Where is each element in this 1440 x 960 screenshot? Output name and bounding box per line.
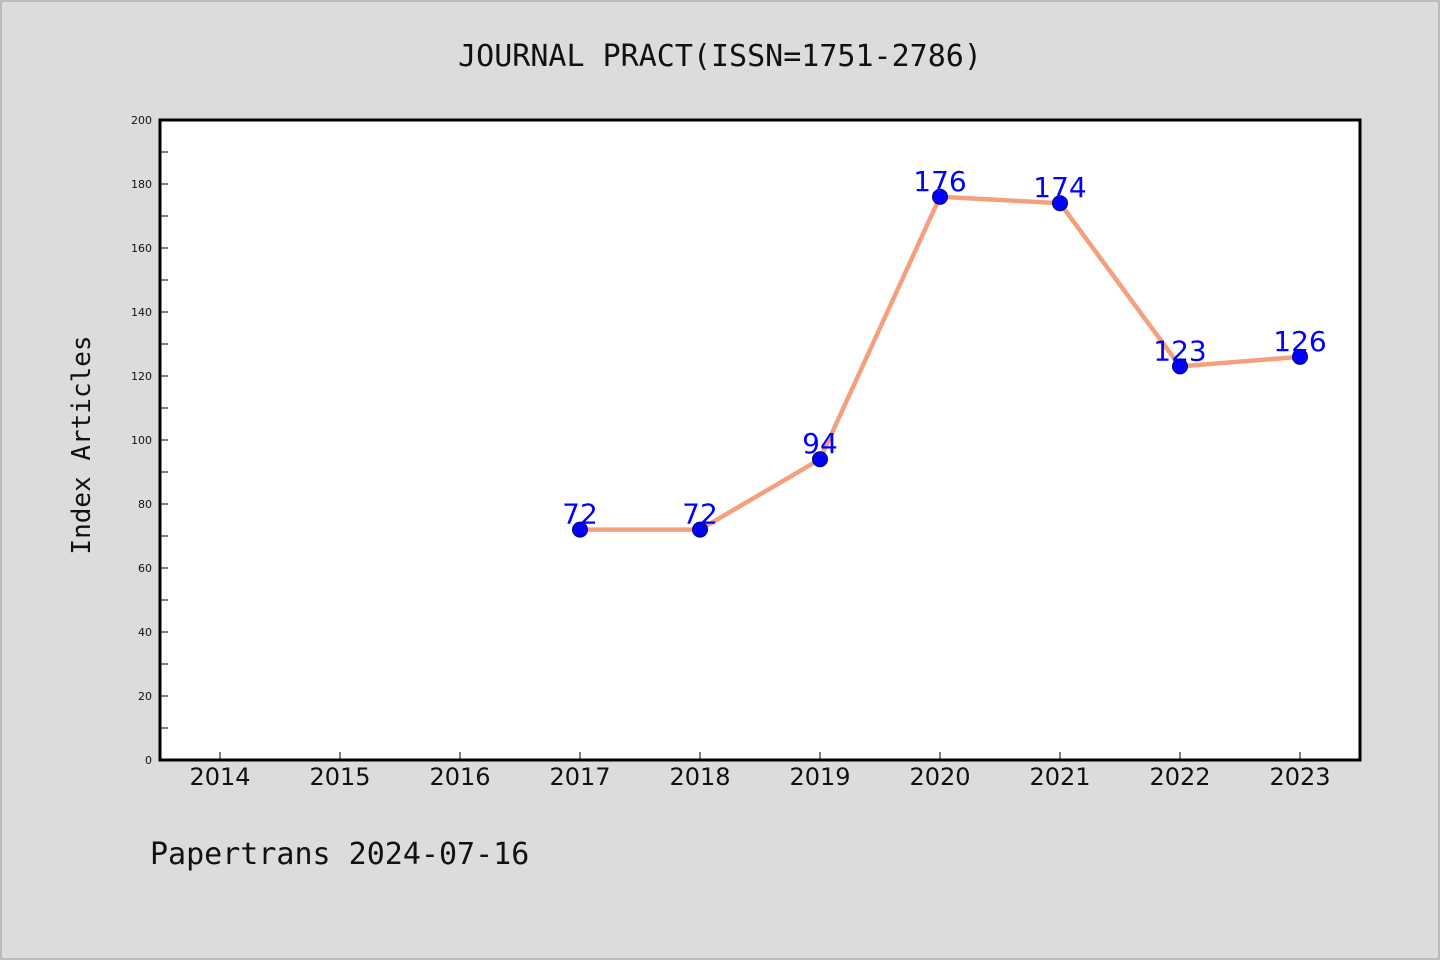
x-tick-label: 2016 xyxy=(429,763,490,791)
y-tick-label: 0 xyxy=(145,754,152,767)
series-group: 72 72 94 176 174 123 126 xyxy=(562,165,1327,538)
x-tick-label: 2023 xyxy=(1269,763,1330,791)
y-tick-label: 160 xyxy=(131,242,152,255)
y-tick-label: 180 xyxy=(131,178,152,191)
y-tick-label: 120 xyxy=(131,370,152,383)
x-axis: 2014 2015 2016 2017 2018 2019 2020 2021 2022 2023 xyxy=(189,752,1331,791)
data-point xyxy=(1052,195,1068,212)
plot-frame xyxy=(158,118,1362,762)
y-tick-label: 80 xyxy=(138,498,152,511)
y-tick-label: 100 xyxy=(131,434,152,447)
x-tick-label: 2014 xyxy=(189,763,250,791)
data-point xyxy=(1172,358,1188,375)
footer-text: Papertrans 2024-07-16 xyxy=(150,837,529,872)
x-tick-label: 2020 xyxy=(909,763,970,791)
data-point xyxy=(932,188,948,205)
y-tick-label: 200 xyxy=(131,114,152,127)
x-tick-label: 2022 xyxy=(1149,763,1210,791)
data-label: 72 xyxy=(562,498,598,531)
plot-area xyxy=(160,120,1360,760)
data-label: 174 xyxy=(1033,171,1086,204)
y-tick-label: 60 xyxy=(138,562,152,575)
x-tick-label: 2015 xyxy=(309,763,370,791)
y-tick-label: 20 xyxy=(138,690,152,703)
x-tick-label: 2021 xyxy=(1029,763,1090,791)
y-axis-label: Index Articles xyxy=(67,335,97,554)
x-tick-label: 2017 xyxy=(549,763,610,791)
y-axis: 0 20 40 60 80 100 120 140 160 180 200 xyxy=(131,114,168,767)
x-tick-label: 2018 xyxy=(669,763,730,791)
data-point xyxy=(572,521,588,538)
x-tick-label: 2019 xyxy=(789,763,850,791)
chart-title: JOURNAL PRACT(ISSN=1751-2786) xyxy=(458,39,982,74)
data-label: 94 xyxy=(802,427,838,460)
data-point xyxy=(812,451,828,468)
y-tick-label: 40 xyxy=(138,626,152,639)
data-label: 72 xyxy=(682,498,718,531)
data-point xyxy=(692,521,708,538)
data-point xyxy=(1292,348,1308,365)
data-label: 126 xyxy=(1273,325,1326,358)
data-label: 123 xyxy=(1153,334,1206,367)
data-label: 176 xyxy=(913,165,966,198)
y-tick-label: 140 xyxy=(131,306,152,319)
